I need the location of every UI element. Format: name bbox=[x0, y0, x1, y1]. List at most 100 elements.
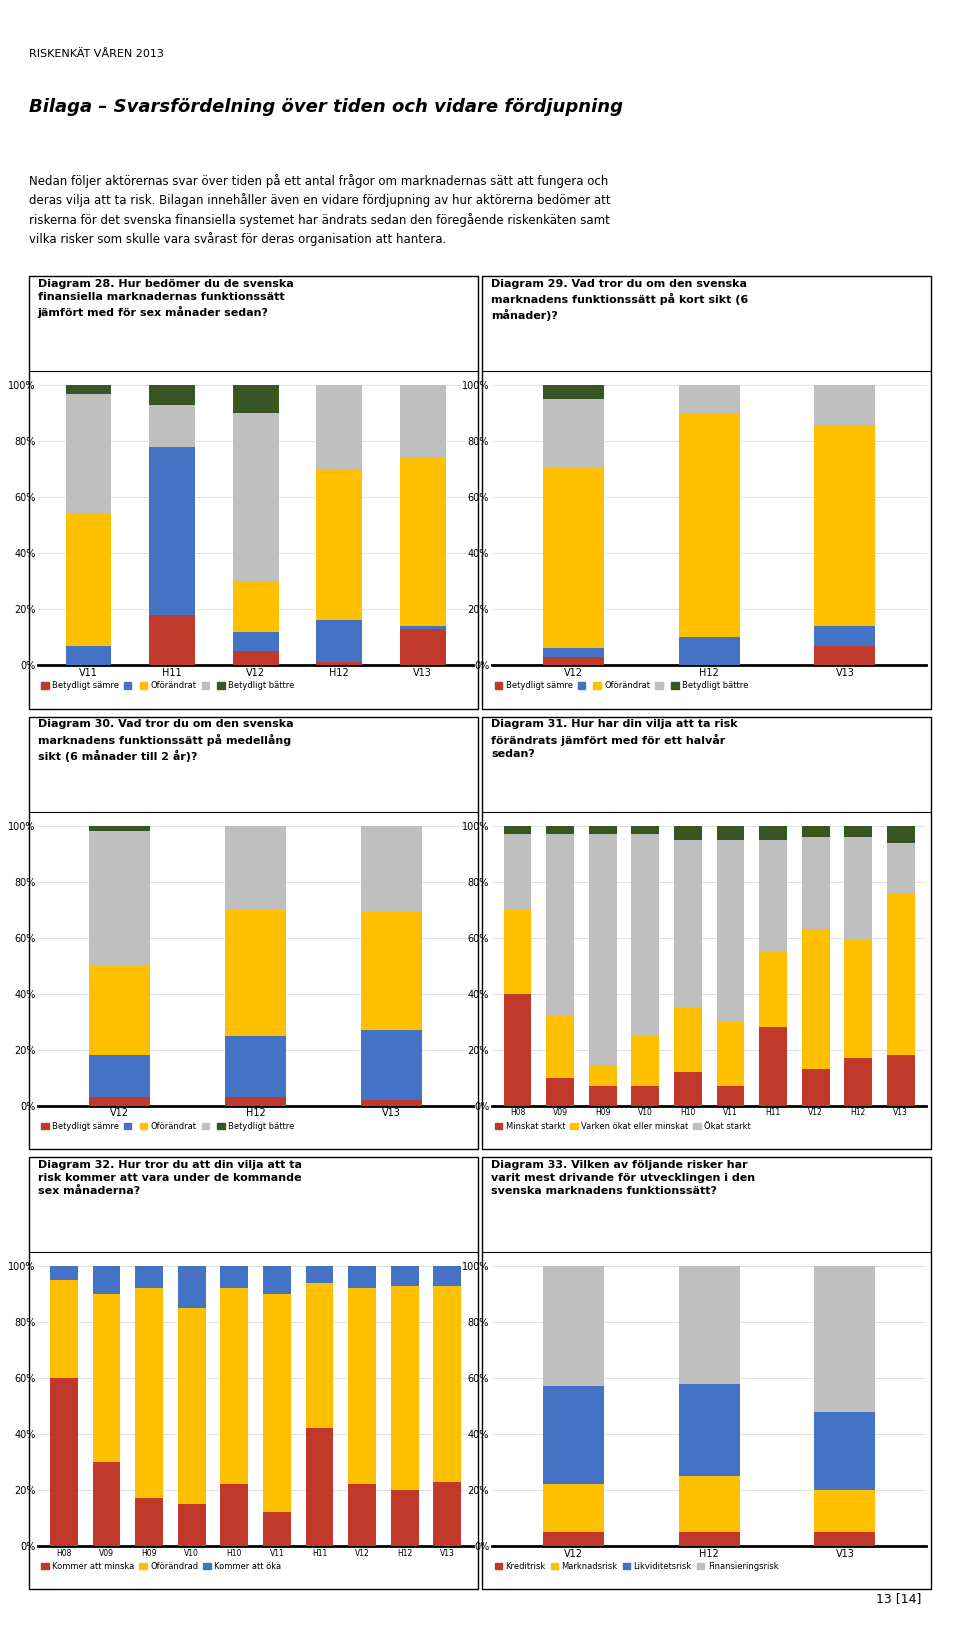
Bar bbox=[263, 1294, 291, 1513]
Bar bbox=[543, 466, 604, 648]
Bar bbox=[814, 645, 876, 665]
Bar bbox=[225, 1035, 286, 1097]
Bar bbox=[802, 837, 829, 929]
Bar bbox=[588, 1066, 616, 1086]
Bar bbox=[305, 1266, 333, 1282]
Bar bbox=[814, 1490, 876, 1532]
Bar bbox=[221, 1289, 248, 1485]
Bar bbox=[845, 941, 872, 1058]
Bar bbox=[802, 826, 829, 837]
Bar bbox=[674, 840, 702, 1008]
Bar bbox=[433, 1266, 461, 1285]
Bar bbox=[674, 826, 702, 840]
Bar bbox=[814, 626, 876, 645]
Legend: Betydligt sämre, , Oförändrat, , Betydligt bättre: Betydligt sämre, , Oförändrat, , Betydli… bbox=[492, 678, 752, 694]
Text: Diagram 33. Vilken av följande risker har
varit mest drivande för utvecklingen i: Diagram 33. Vilken av följande risker ha… bbox=[492, 1160, 756, 1196]
Bar bbox=[89, 832, 151, 965]
Bar bbox=[93, 1294, 120, 1462]
Bar bbox=[802, 929, 829, 1069]
Text: Diagram 28. Hur bedömer du de svenska
finansiella marknadernas funktionssätt
jäm: Diagram 28. Hur bedömer du de svenska fi… bbox=[37, 280, 294, 319]
Bar bbox=[543, 648, 604, 656]
Bar bbox=[588, 1086, 616, 1105]
Bar bbox=[504, 826, 532, 834]
Bar bbox=[543, 400, 604, 466]
Bar bbox=[632, 826, 660, 834]
Bar bbox=[89, 965, 151, 1055]
Bar bbox=[135, 1498, 163, 1545]
Bar bbox=[887, 826, 915, 842]
Bar bbox=[887, 842, 915, 892]
Bar bbox=[802, 1069, 829, 1105]
Bar bbox=[232, 582, 278, 632]
Bar bbox=[679, 1383, 740, 1476]
Bar bbox=[504, 910, 532, 993]
Bar bbox=[543, 385, 604, 400]
Bar bbox=[89, 1055, 151, 1097]
Bar bbox=[225, 826, 286, 910]
Bar bbox=[845, 837, 872, 941]
Bar bbox=[225, 1097, 286, 1105]
Bar bbox=[348, 1266, 376, 1289]
Text: SVERIGES
RIKSBANK: SVERIGES RIKSBANK bbox=[835, 41, 888, 60]
Bar bbox=[679, 1476, 740, 1532]
Bar bbox=[135, 1289, 163, 1498]
Bar bbox=[361, 1030, 421, 1100]
Legend: Minskat starkt, Varken ökat eller minskat, Ökat starkt: Minskat starkt, Varken ökat eller minska… bbox=[492, 1118, 754, 1134]
Bar bbox=[717, 826, 744, 840]
Bar bbox=[149, 614, 195, 665]
Bar bbox=[543, 1532, 604, 1545]
Bar bbox=[632, 1035, 660, 1086]
Bar bbox=[391, 1490, 419, 1545]
Bar bbox=[759, 1027, 787, 1105]
Bar bbox=[263, 1513, 291, 1545]
Bar bbox=[178, 1505, 205, 1545]
Bar bbox=[93, 1462, 120, 1545]
Bar bbox=[759, 952, 787, 1027]
Bar bbox=[504, 834, 532, 910]
Bar bbox=[546, 1016, 574, 1077]
Bar bbox=[50, 1280, 78, 1378]
Bar bbox=[89, 1097, 151, 1105]
Bar bbox=[399, 385, 445, 458]
Bar bbox=[391, 1285, 419, 1490]
Bar bbox=[93, 1266, 120, 1294]
Bar bbox=[546, 834, 574, 1016]
Bar bbox=[814, 1412, 876, 1490]
Text: Diagram 29. Vad tror du om den svenska
marknadens funktionssätt på kort sikt (6
: Diagram 29. Vad tror du om den svenska m… bbox=[492, 280, 749, 322]
Bar bbox=[845, 1058, 872, 1105]
Bar bbox=[546, 1077, 574, 1105]
Text: Bilaga – Svarsfördelning över tiden och vidare fördjupning: Bilaga – Svarsfördelning över tiden och … bbox=[29, 98, 623, 115]
Bar bbox=[65, 393, 111, 514]
Bar bbox=[717, 1022, 744, 1086]
Bar bbox=[50, 1266, 78, 1280]
Bar bbox=[433, 1285, 461, 1482]
Bar bbox=[887, 1055, 915, 1105]
Legend: Kreditrisk, Marknadsrisk, Likviditetsrisk, Finansieringsrisk: Kreditrisk, Marknadsrisk, Likviditetsris… bbox=[492, 1558, 781, 1575]
Bar bbox=[679, 1532, 740, 1545]
Bar bbox=[316, 621, 362, 663]
Bar bbox=[546, 826, 574, 834]
Bar bbox=[814, 1532, 876, 1545]
Bar bbox=[632, 1086, 660, 1105]
Bar bbox=[759, 840, 787, 952]
Text: Diagram 32. Hur tror du att din vilja att ta
risk kommer att vara under de komma: Diagram 32. Hur tror du att din vilja at… bbox=[37, 1160, 301, 1196]
Bar bbox=[221, 1485, 248, 1545]
Bar bbox=[717, 1086, 744, 1105]
Bar bbox=[632, 834, 660, 1035]
Bar bbox=[814, 385, 876, 424]
Bar bbox=[65, 385, 111, 393]
Legend: Betydligt sämre, , Oförändrat, , Betydligt bättre: Betydligt sämre, , Oförändrat, , Betydli… bbox=[37, 678, 298, 694]
Bar bbox=[221, 1266, 248, 1289]
Bar bbox=[759, 826, 787, 840]
Bar bbox=[316, 663, 362, 665]
Bar bbox=[399, 458, 445, 626]
Bar bbox=[543, 656, 604, 665]
Bar bbox=[149, 405, 195, 447]
Bar bbox=[814, 1266, 876, 1412]
Bar bbox=[65, 645, 111, 665]
Bar bbox=[588, 834, 616, 1066]
Legend: Betydligt sämre, , Oförändrat, , Betydligt bättre: Betydligt sämre, , Oförändrat, , Betydli… bbox=[37, 1118, 298, 1134]
Bar bbox=[232, 632, 278, 652]
Bar bbox=[679, 385, 740, 413]
Text: Nedan följer aktörernas svar över tiden på ett antal frågor om marknadernas sätt: Nedan följer aktörernas svar över tiden … bbox=[29, 174, 611, 247]
